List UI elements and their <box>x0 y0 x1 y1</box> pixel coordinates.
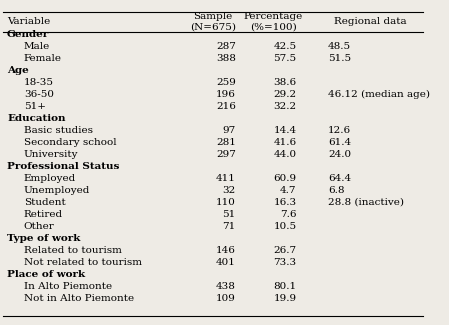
Text: 401: 401 <box>216 258 236 267</box>
Text: 60.9: 60.9 <box>273 174 297 183</box>
Text: In Alto Piemonte: In Alto Piemonte <box>24 282 112 291</box>
Text: 109: 109 <box>216 294 236 303</box>
Text: 12.6: 12.6 <box>328 126 351 135</box>
Text: 32.2: 32.2 <box>273 102 297 111</box>
Text: Student: Student <box>24 198 66 207</box>
Text: 216: 216 <box>216 102 236 111</box>
Text: 4.7: 4.7 <box>280 186 297 195</box>
Text: Not related to tourism: Not related to tourism <box>24 258 142 267</box>
Text: Female: Female <box>24 54 62 63</box>
Text: Age: Age <box>7 66 29 75</box>
Text: 64.4: 64.4 <box>328 174 351 183</box>
Text: 80.1: 80.1 <box>273 282 297 291</box>
Text: Percentage
(%=100): Percentage (%=100) <box>244 12 303 31</box>
Text: Gender: Gender <box>7 30 49 39</box>
Text: Professional Status: Professional Status <box>7 162 119 171</box>
Text: 26.7: 26.7 <box>273 246 297 255</box>
Text: 32: 32 <box>223 186 236 195</box>
Text: 110: 110 <box>216 198 236 207</box>
Text: Sample
(N=675): Sample (N=675) <box>189 12 236 31</box>
Text: 46.12 (median age): 46.12 (median age) <box>328 90 430 99</box>
Text: 51: 51 <box>223 210 236 219</box>
Text: 57.5: 57.5 <box>273 54 297 63</box>
Text: Type of work: Type of work <box>7 234 80 243</box>
Text: 14.4: 14.4 <box>273 126 297 135</box>
Text: 51.5: 51.5 <box>328 54 351 63</box>
Text: Variable: Variable <box>7 17 50 26</box>
Text: Regional data: Regional data <box>334 17 406 26</box>
Text: 7.6: 7.6 <box>280 210 297 219</box>
Text: 10.5: 10.5 <box>273 222 297 231</box>
Text: Place of work: Place of work <box>7 270 85 279</box>
Text: Education: Education <box>7 114 66 123</box>
Text: 297: 297 <box>216 150 236 159</box>
Text: 6.8: 6.8 <box>328 186 344 195</box>
Text: 196: 196 <box>216 90 236 99</box>
Text: Employed: Employed <box>24 174 76 183</box>
Text: Retired: Retired <box>24 210 63 219</box>
Text: 18-35: 18-35 <box>24 78 54 87</box>
Text: 29.2: 29.2 <box>273 90 297 99</box>
Text: 16.3: 16.3 <box>273 198 297 207</box>
Text: 259: 259 <box>216 78 236 87</box>
Text: Secondary school: Secondary school <box>24 138 116 147</box>
Text: 438: 438 <box>216 282 236 291</box>
Text: Related to tourism: Related to tourism <box>24 246 122 255</box>
Text: 71: 71 <box>223 222 236 231</box>
Text: Other: Other <box>24 222 54 231</box>
Text: 42.5: 42.5 <box>273 42 297 51</box>
Text: 19.9: 19.9 <box>273 294 297 303</box>
Text: 97: 97 <box>223 126 236 135</box>
Text: 44.0: 44.0 <box>273 150 297 159</box>
Text: 146: 146 <box>216 246 236 255</box>
Text: 48.5: 48.5 <box>328 42 351 51</box>
Text: 281: 281 <box>216 138 236 147</box>
Text: 61.4: 61.4 <box>328 138 351 147</box>
Text: University: University <box>24 150 78 159</box>
Text: Unemployed: Unemployed <box>24 186 90 195</box>
Text: 36-50: 36-50 <box>24 90 54 99</box>
Text: 41.6: 41.6 <box>273 138 297 147</box>
Text: Basic studies: Basic studies <box>24 126 93 135</box>
Text: Not in Alto Piemonte: Not in Alto Piemonte <box>24 294 134 303</box>
Text: Male: Male <box>24 42 50 51</box>
Text: 287: 287 <box>216 42 236 51</box>
Text: 38.6: 38.6 <box>273 78 297 87</box>
Text: 411: 411 <box>216 174 236 183</box>
Text: 51+: 51+ <box>24 102 46 111</box>
Text: 28.8 (inactive): 28.8 (inactive) <box>328 198 404 207</box>
Text: 24.0: 24.0 <box>328 150 351 159</box>
Text: 388: 388 <box>216 54 236 63</box>
Text: 73.3: 73.3 <box>273 258 297 267</box>
